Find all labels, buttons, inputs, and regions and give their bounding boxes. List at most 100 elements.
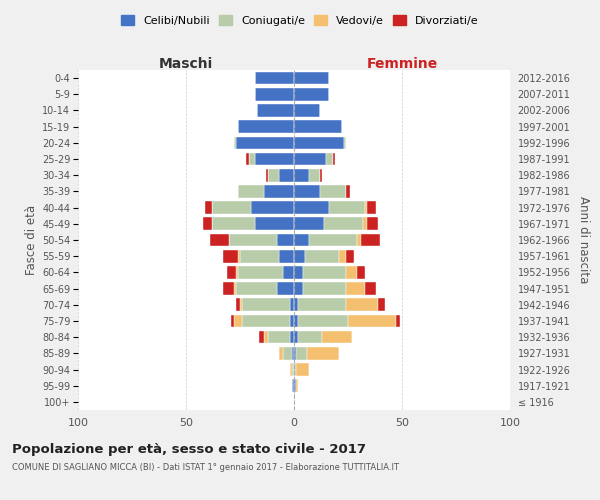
- Bar: [223, 282, 233, 295]
- Bar: [340, 250, 346, 262]
- Bar: [329, 202, 365, 214]
- Bar: [309, 234, 356, 246]
- Bar: [320, 169, 322, 181]
- Bar: [294, 104, 320, 117]
- Bar: [236, 266, 238, 278]
- Bar: [232, 314, 233, 328]
- Legend: Celibi/Nubili, Coniugati/e, Vedovi/e, Divorziati/e: Celibi/Nubili, Coniugati/e, Vedovi/e, Di…: [117, 10, 483, 30]
- Bar: [296, 363, 309, 376]
- Bar: [294, 218, 324, 230]
- Bar: [236, 298, 240, 311]
- Bar: [324, 218, 363, 230]
- Bar: [238, 185, 264, 198]
- Bar: [264, 185, 294, 198]
- Bar: [346, 282, 365, 295]
- Text: COMUNE DI SAGLIANO MICCA (BI) - Dati ISTAT 1° gennaio 2017 - Elaborazione TUTTIT: COMUNE DI SAGLIANO MICCA (BI) - Dati IST…: [12, 462, 399, 471]
- Bar: [294, 185, 320, 198]
- Bar: [238, 250, 240, 262]
- Bar: [290, 314, 294, 328]
- Bar: [247, 152, 248, 166]
- Bar: [320, 185, 346, 198]
- Bar: [242, 298, 290, 311]
- Bar: [290, 363, 292, 376]
- Bar: [294, 380, 296, 392]
- Bar: [279, 250, 294, 262]
- Bar: [356, 266, 365, 278]
- Y-axis label: Fasce di età: Fasce di età: [25, 205, 38, 275]
- Bar: [277, 234, 294, 246]
- Bar: [296, 347, 307, 360]
- Bar: [236, 282, 277, 295]
- Bar: [264, 331, 268, 344]
- Bar: [294, 347, 296, 360]
- Bar: [268, 331, 290, 344]
- Bar: [294, 234, 309, 246]
- Bar: [294, 120, 341, 133]
- Bar: [298, 331, 322, 344]
- Bar: [240, 250, 279, 262]
- Bar: [294, 88, 329, 101]
- Bar: [294, 250, 305, 262]
- Bar: [251, 202, 294, 214]
- Bar: [365, 202, 367, 214]
- Bar: [294, 331, 298, 344]
- Bar: [344, 136, 346, 149]
- Bar: [346, 266, 356, 278]
- Bar: [233, 314, 242, 328]
- Bar: [227, 266, 236, 278]
- Bar: [283, 347, 292, 360]
- Bar: [294, 298, 298, 311]
- Bar: [361, 234, 380, 246]
- Bar: [356, 234, 361, 246]
- Bar: [326, 152, 333, 166]
- Bar: [367, 218, 378, 230]
- Bar: [203, 218, 212, 230]
- Bar: [223, 250, 238, 262]
- Bar: [268, 169, 279, 181]
- Bar: [309, 169, 320, 181]
- Bar: [255, 152, 294, 166]
- Bar: [257, 104, 294, 117]
- Bar: [294, 202, 329, 214]
- Bar: [322, 331, 352, 344]
- Bar: [238, 266, 283, 278]
- Bar: [302, 282, 346, 295]
- Bar: [298, 314, 348, 328]
- Bar: [298, 298, 346, 311]
- Bar: [292, 380, 294, 392]
- Bar: [294, 314, 298, 328]
- Bar: [363, 218, 367, 230]
- Bar: [296, 380, 298, 392]
- Bar: [277, 282, 294, 295]
- Bar: [212, 218, 255, 230]
- Bar: [233, 136, 236, 149]
- Bar: [210, 234, 229, 246]
- Bar: [240, 298, 242, 311]
- Bar: [307, 347, 340, 360]
- Bar: [292, 347, 294, 360]
- Bar: [294, 169, 309, 181]
- Bar: [378, 298, 385, 311]
- Bar: [290, 298, 294, 311]
- Bar: [259, 331, 264, 344]
- Bar: [346, 250, 355, 262]
- Bar: [294, 152, 326, 166]
- Bar: [294, 363, 296, 376]
- Bar: [294, 266, 302, 278]
- Bar: [205, 202, 212, 214]
- Bar: [302, 266, 346, 278]
- Bar: [290, 331, 294, 344]
- Text: Popolazione per età, sesso e stato civile - 2017: Popolazione per età, sesso e stato civil…: [12, 442, 366, 456]
- Bar: [238, 120, 294, 133]
- Bar: [348, 314, 395, 328]
- Bar: [279, 347, 283, 360]
- Bar: [367, 202, 376, 214]
- Bar: [294, 136, 344, 149]
- Bar: [266, 169, 268, 181]
- Bar: [283, 266, 294, 278]
- Bar: [365, 282, 376, 295]
- Bar: [294, 282, 302, 295]
- Bar: [346, 298, 378, 311]
- Bar: [255, 72, 294, 85]
- Bar: [395, 314, 400, 328]
